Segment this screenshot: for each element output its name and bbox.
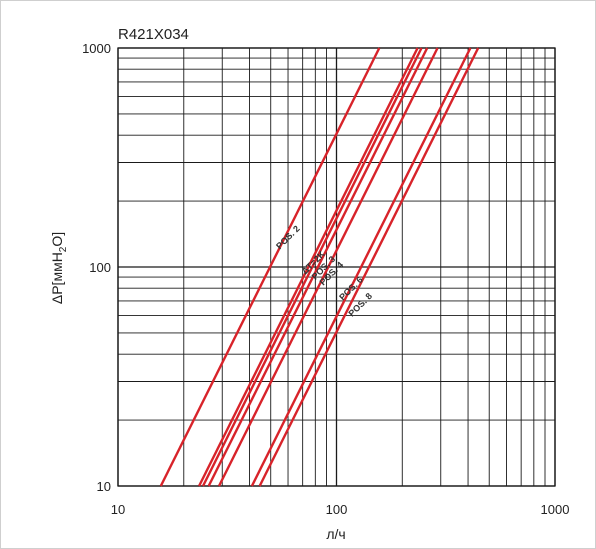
series-lines: [159, 47, 480, 487]
x-tick-label: 10: [111, 502, 125, 517]
y-axis-title-tail: O]: [49, 232, 65, 247]
series-line-pos-8: [258, 47, 480, 487]
y-tick-label: 1000: [82, 41, 111, 56]
series-line-pos-6: [250, 47, 472, 487]
series-line-unlabeled-4: [198, 47, 419, 487]
y-axis-title: ΔP[ммH2O]: [49, 232, 69, 304]
chart-title: R421X034: [118, 26, 189, 43]
y-axis-title-sub: 2: [58, 246, 69, 252]
series-line-pos-2: [159, 47, 381, 487]
series-line-pos-4: [217, 47, 439, 487]
y-tick-label: 100: [89, 260, 111, 275]
y-axis-title-main: ΔP[ммH: [49, 252, 65, 304]
series-line-pos-3: [207, 47, 429, 487]
x-axis-title: л/ч: [326, 526, 345, 542]
x-tick-label: 100: [326, 502, 348, 517]
y-tick-label: 10: [97, 479, 111, 494]
series-line-t-2k: [201, 47, 423, 487]
plot-area-border: [117, 47, 556, 487]
tick-labels: 10 100 1000 10 100 1000: [82, 41, 569, 517]
x-tick-label: 1000: [541, 502, 570, 517]
